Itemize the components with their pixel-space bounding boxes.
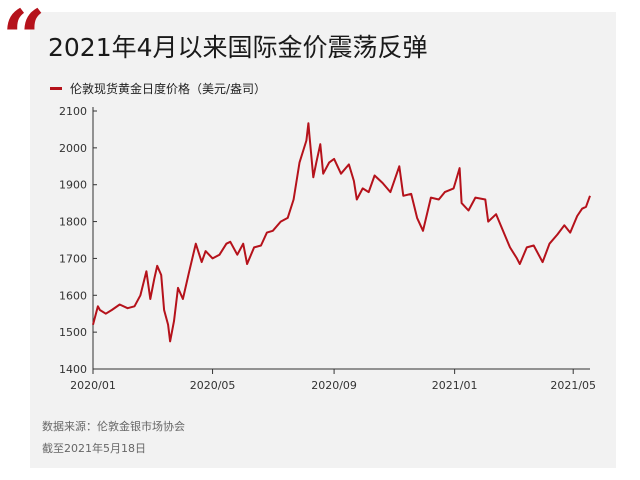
- y-tick-label: 1400: [59, 363, 87, 376]
- source-note: 数据来源：伦敦金银市场协会: [42, 420, 185, 433]
- legend-swatch: [50, 87, 62, 90]
- y-tick-label: 1500: [59, 326, 87, 339]
- legend: 伦敦现货黄金日度价格（美元/盎司）: [50, 80, 266, 97]
- y-tick-label: 1800: [59, 216, 87, 229]
- chart-panel: [30, 12, 616, 468]
- y-tick-label: 1700: [59, 252, 87, 265]
- x-tick-label: 2020/05: [190, 379, 236, 392]
- x-tick-label: 2020/01: [70, 379, 116, 392]
- page-title: 2021年4月以来国际金价震荡反弹: [48, 33, 428, 62]
- cutoff-note: 截至2021年5月18日: [42, 442, 146, 455]
- x-tick-label: 2020/09: [311, 379, 357, 392]
- y-tick-label: 2100: [59, 105, 87, 118]
- y-tick-label: 1900: [59, 179, 87, 192]
- x-tick-label: 2021/01: [432, 379, 478, 392]
- quote-mark-icon: “: [2, 0, 46, 82]
- x-tick-label: 2021/05: [550, 379, 596, 392]
- y-tick-label: 2000: [59, 142, 87, 155]
- y-tick-label: 1600: [59, 289, 87, 302]
- gold-price-line: [92, 122, 591, 343]
- legend-label: 伦敦现货黄金日度价格（美元/盎司）: [70, 82, 267, 96]
